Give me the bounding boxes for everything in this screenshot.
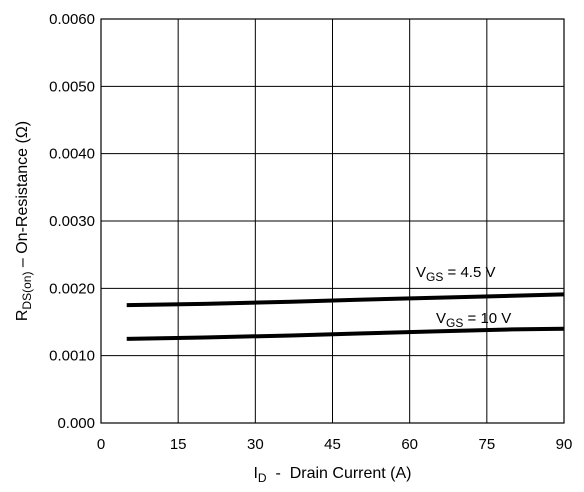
x-tick-label: 75 <box>478 436 495 453</box>
x-tick-label: 0 <box>97 436 105 453</box>
grid <box>101 19 564 423</box>
y-axis-label: RDS(on) – On-Resistance (Ω) <box>14 121 34 321</box>
series-line-1 <box>126 292 565 308</box>
y-axis-label-rest: – On-Resistance (Ω) <box>14 121 31 272</box>
x-tick-label: 30 <box>247 436 264 453</box>
series-lines <box>126 292 565 341</box>
x-tick-label: 45 <box>324 436 341 453</box>
x-tick-label: 60 <box>401 436 418 453</box>
x-tick-labels: 0 15 30 45 60 75 90 <box>97 436 573 453</box>
plot-frame <box>100 18 565 424</box>
x-axis-label-rest: - Drain Current (A) <box>267 465 412 482</box>
series-line-2 <box>126 326 565 341</box>
y-tick-labels: 0.000 0.0010 0.0020 0.0030 0.0040 0.0050 0.006… <box>49 11 95 432</box>
y-tick-label: 0.0020 <box>49 280 95 297</box>
series-label-2: VGS = 10 V <box>436 310 511 330</box>
y-axis-label-main: R <box>14 310 31 322</box>
y-tick-label: 0.0050 <box>49 78 95 95</box>
y-tick-label: 0.0040 <box>49 146 95 163</box>
x-tick-label: 90 <box>556 436 573 453</box>
y-axis-label-subscript: DS(on) <box>20 272 34 310</box>
y-tick-label: 0.0060 <box>49 11 95 28</box>
x-axis-label: ID - Drain Current (A) <box>253 465 411 485</box>
series-labels: VGS = 4.5 V VGS = 10 V <box>416 264 511 330</box>
x-tick-label: 15 <box>170 436 187 453</box>
series-label-1: VGS = 4.5 V <box>416 264 495 284</box>
y-tick-label: 0.0010 <box>49 348 95 365</box>
x-axis-label-subscript: D <box>258 471 267 485</box>
y-tick-label: 0.000 <box>57 415 95 432</box>
y-tick-label: 0.0030 <box>49 213 95 230</box>
x-axis-label-main: I <box>253 465 257 482</box>
